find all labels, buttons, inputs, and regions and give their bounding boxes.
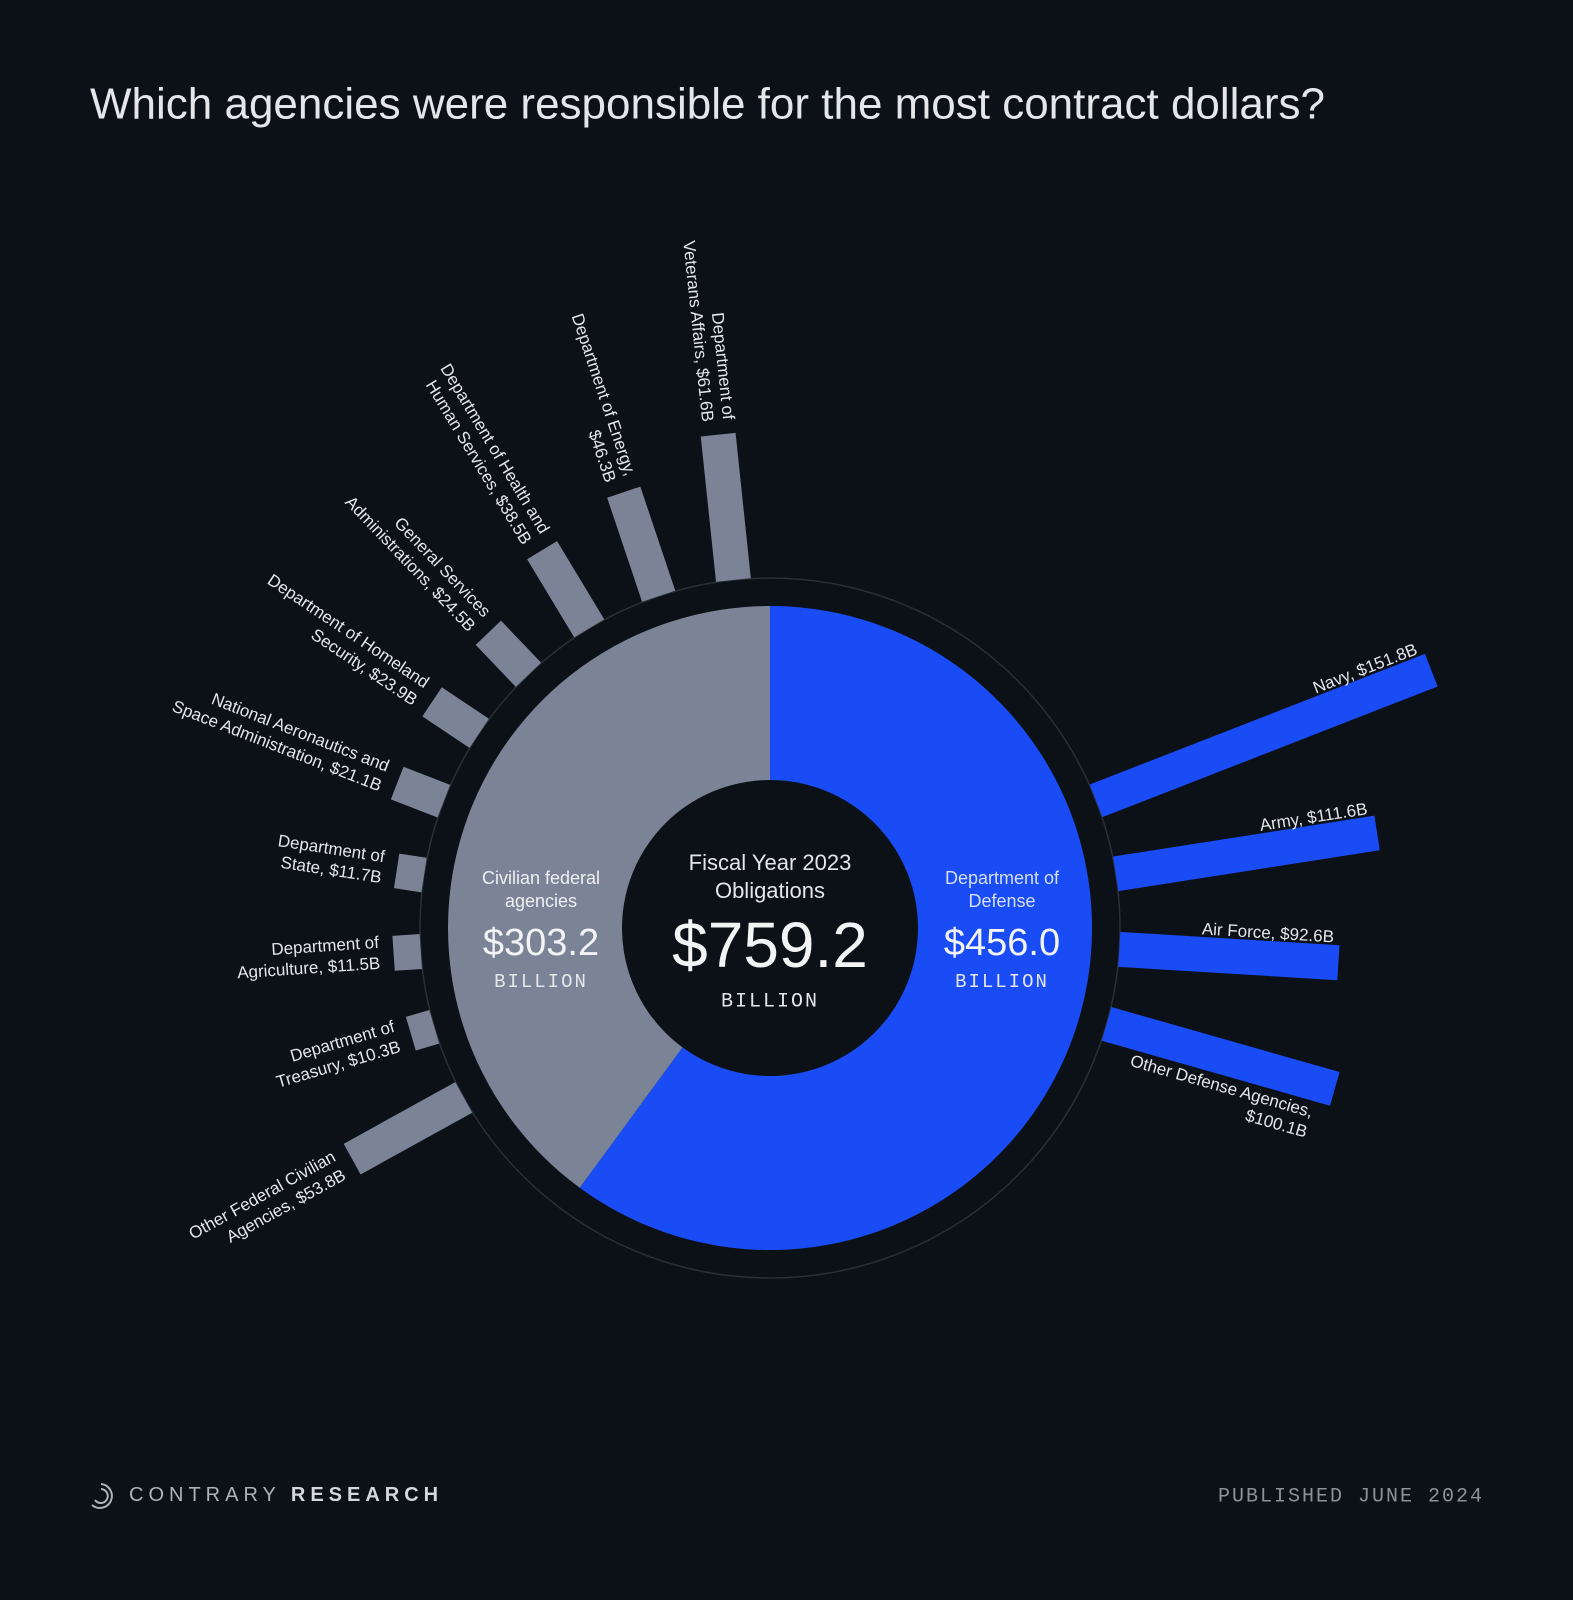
- segment-name-line: Department of: [945, 868, 1060, 888]
- published-date: PUBLISHED JUNE 2024: [1218, 1485, 1484, 1508]
- center-label-line: Obligations: [715, 878, 825, 903]
- center-value: $759.2: [672, 909, 868, 981]
- segment-unit: BILLION: [494, 971, 588, 993]
- segment-name-line: agencies: [505, 891, 577, 911]
- agency-bar: [343, 1082, 473, 1175]
- segment-value: $303.2: [483, 922, 599, 964]
- segment-name: Civilian federal agencies: [482, 868, 600, 911]
- brand-word: CONTRARY: [129, 1484, 281, 1506]
- agency-bar: [422, 687, 489, 748]
- donut-segment: [579, 606, 1092, 1250]
- agency-bar: [393, 853, 427, 893]
- agency-bar: [1089, 653, 1438, 818]
- agency-bar: [1118, 931, 1340, 981]
- segment-value: $456.0: [944, 922, 1060, 964]
- agency-bar: [607, 486, 676, 602]
- agency-bar: [527, 541, 605, 638]
- agency-bar: [475, 620, 542, 687]
- agency-bar: [392, 934, 422, 971]
- agency-bar: [700, 432, 751, 582]
- segment-unit: BILLION: [955, 971, 1049, 993]
- brand-word: RESEARCH: [291, 1484, 443, 1506]
- center-label-line: Fiscal Year 2023: [689, 850, 852, 875]
- agency-bar: [390, 766, 451, 818]
- segment-name: Department of Defense: [945, 868, 1060, 911]
- center-unit: BILLION: [721, 990, 819, 1013]
- agency-bar: [405, 1010, 440, 1051]
- chart-title: Which agencies were responsible for the …: [90, 80, 1325, 129]
- outer-ring: [419, 577, 1121, 1279]
- segment-name-line: Defense: [968, 891, 1035, 911]
- segment-name-line: Civilian federal: [482, 868, 600, 888]
- brand-logo: [91, 1483, 113, 1509]
- center-label: Fiscal Year 2023 Obligations: [689, 850, 852, 903]
- donut-segment: [447, 606, 770, 1188]
- agency-bar: [1101, 1007, 1340, 1106]
- brand: CONTRARY RESEARCH: [129, 1484, 443, 1506]
- agency-bar: [1113, 815, 1380, 892]
